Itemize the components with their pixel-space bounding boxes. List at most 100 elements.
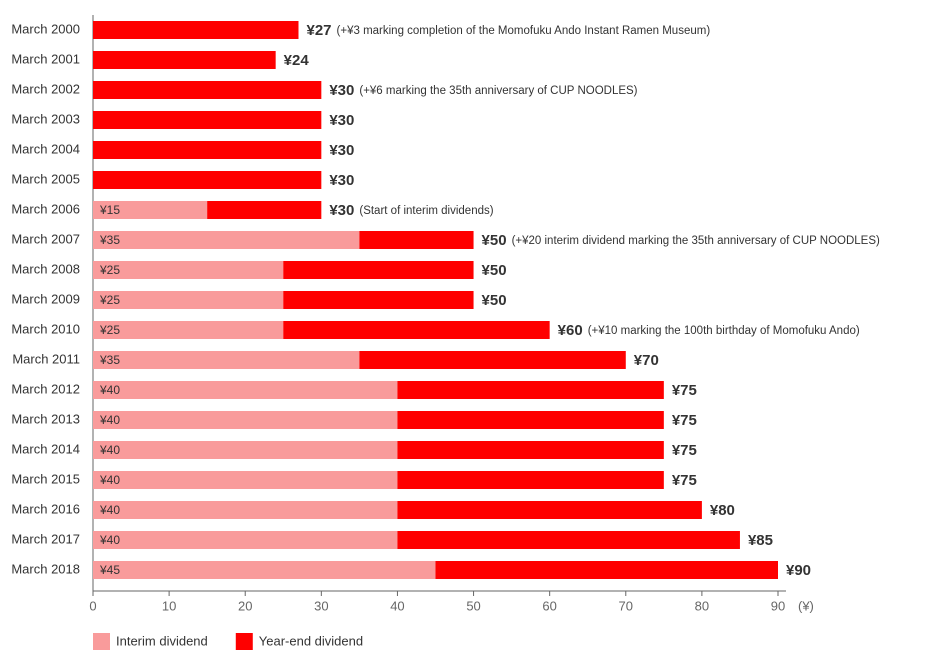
segment-label: ¥25 [99,323,120,337]
segment-label: ¥35 [99,233,120,247]
segment-label: ¥35 [99,353,120,367]
x-tick-label: 80 [695,598,709,613]
total-label: ¥85 [748,532,773,549]
annotation: (+¥20 interim dividend marking the 35th … [512,235,880,247]
y-tick-label: March 2018 [11,561,80,576]
segment-label: ¥40 [99,533,120,547]
y-tick-label: March 2005 [11,171,80,186]
total-label: ¥30 [329,112,354,129]
y-tick-label: March 2004 [11,141,80,156]
y-tick-label: March 2011 [12,351,80,366]
bar-segment [93,381,398,399]
bar-segment [93,411,398,429]
bar-segment [397,381,664,399]
y-tick-label: March 2010 [11,321,80,336]
y-tick-label: March 2016 [11,501,80,516]
legend-swatch [93,633,110,650]
y-tick-label: March 2002 [11,81,80,96]
bar-segment [93,21,299,39]
bar-segment [93,111,322,129]
bar-segment [93,351,360,369]
bar-segment [397,501,702,519]
total-label: ¥50 [482,262,507,279]
legend-swatch [235,633,253,650]
total-label: ¥30 [329,202,354,219]
segment-label: ¥40 [99,413,120,427]
bar-segment [93,531,398,549]
y-tick-label: March 2007 [11,231,80,246]
segment-label: ¥40 [99,503,120,517]
bar-segment [397,411,664,429]
x-tick-label: 90 [771,598,785,613]
bar-segment [93,201,208,219]
total-label: ¥75 [672,382,697,399]
bar-segment [93,231,360,249]
bar-segment [359,231,474,249]
x-unit: (¥) [798,598,814,613]
bar-segment [93,261,284,279]
total-label: ¥75 [672,442,697,459]
bar-segment [93,171,322,189]
x-tick-label: 50 [466,598,480,613]
y-tick-label: March 2003 [11,111,80,126]
total-label: ¥50 [482,292,507,309]
x-tick-label: 60 [542,598,556,613]
y-tick-label: March 2017 [11,531,80,546]
segment-label: ¥25 [99,293,120,307]
bar-segment [283,261,474,279]
x-tick-label: 40 [390,598,404,613]
total-label: ¥75 [672,412,697,429]
bar-segment [397,531,740,549]
annotation: (+¥6 marking the 35th anniversary of CUP… [359,85,637,97]
y-tick-label: March 2015 [11,471,80,486]
total-label: ¥50 [482,232,507,249]
x-tick-label: 0 [89,598,96,613]
bar-segment [93,471,398,489]
y-tick-label: March 2014 [11,441,80,456]
y-tick-label: March 2001 [11,51,80,66]
y-tick-label: March 2006 [11,201,80,216]
legend-label: Year-end dividend [259,633,363,648]
total-label: ¥27 [307,22,332,39]
segment-label: ¥25 [99,263,120,277]
annotation: (+¥10 marking the 100th birthday of Momo… [588,325,860,337]
annotation: (+¥3 marking completion of the Momofuku … [337,25,711,37]
total-label: ¥80 [710,502,735,519]
bar-segment [93,141,322,159]
legend-label: Interim dividend [116,633,208,648]
total-label: ¥30 [329,142,354,159]
bar-segment [93,441,398,459]
segment-label: ¥45 [99,563,120,577]
bar-segment [207,201,322,219]
segment-label: ¥40 [99,383,120,397]
bar-segment [93,51,276,69]
segment-label: ¥40 [99,473,120,487]
bar-segment [93,81,322,99]
bar-segment [93,561,436,579]
x-tick-label: 30 [314,598,328,613]
total-label: ¥30 [329,82,354,99]
bar-segment [397,471,664,489]
annotation: (Start of interim dividends) [359,205,493,217]
bar-segment [283,291,474,309]
bar-segment [435,561,778,579]
bar-segment [93,501,398,519]
y-tick-label: March 2008 [11,261,80,276]
bar-segment [93,291,284,309]
x-tick-label: 20 [238,598,252,613]
x-tick-label: 70 [619,598,633,613]
bar-segment [93,321,284,339]
bar-segment [283,321,550,339]
bar-segment [397,441,664,459]
y-tick-label: March 2009 [11,291,80,306]
y-tick-label: March 2012 [11,381,80,396]
y-tick-label: March 2000 [11,21,80,36]
total-label: ¥75 [672,472,697,489]
total-label: ¥90 [786,562,811,579]
segment-label: ¥40 [99,443,120,457]
total-label: ¥60 [558,322,583,339]
total-label: ¥30 [329,172,354,189]
total-label: ¥24 [284,52,310,69]
y-tick-label: March 2013 [11,411,80,426]
